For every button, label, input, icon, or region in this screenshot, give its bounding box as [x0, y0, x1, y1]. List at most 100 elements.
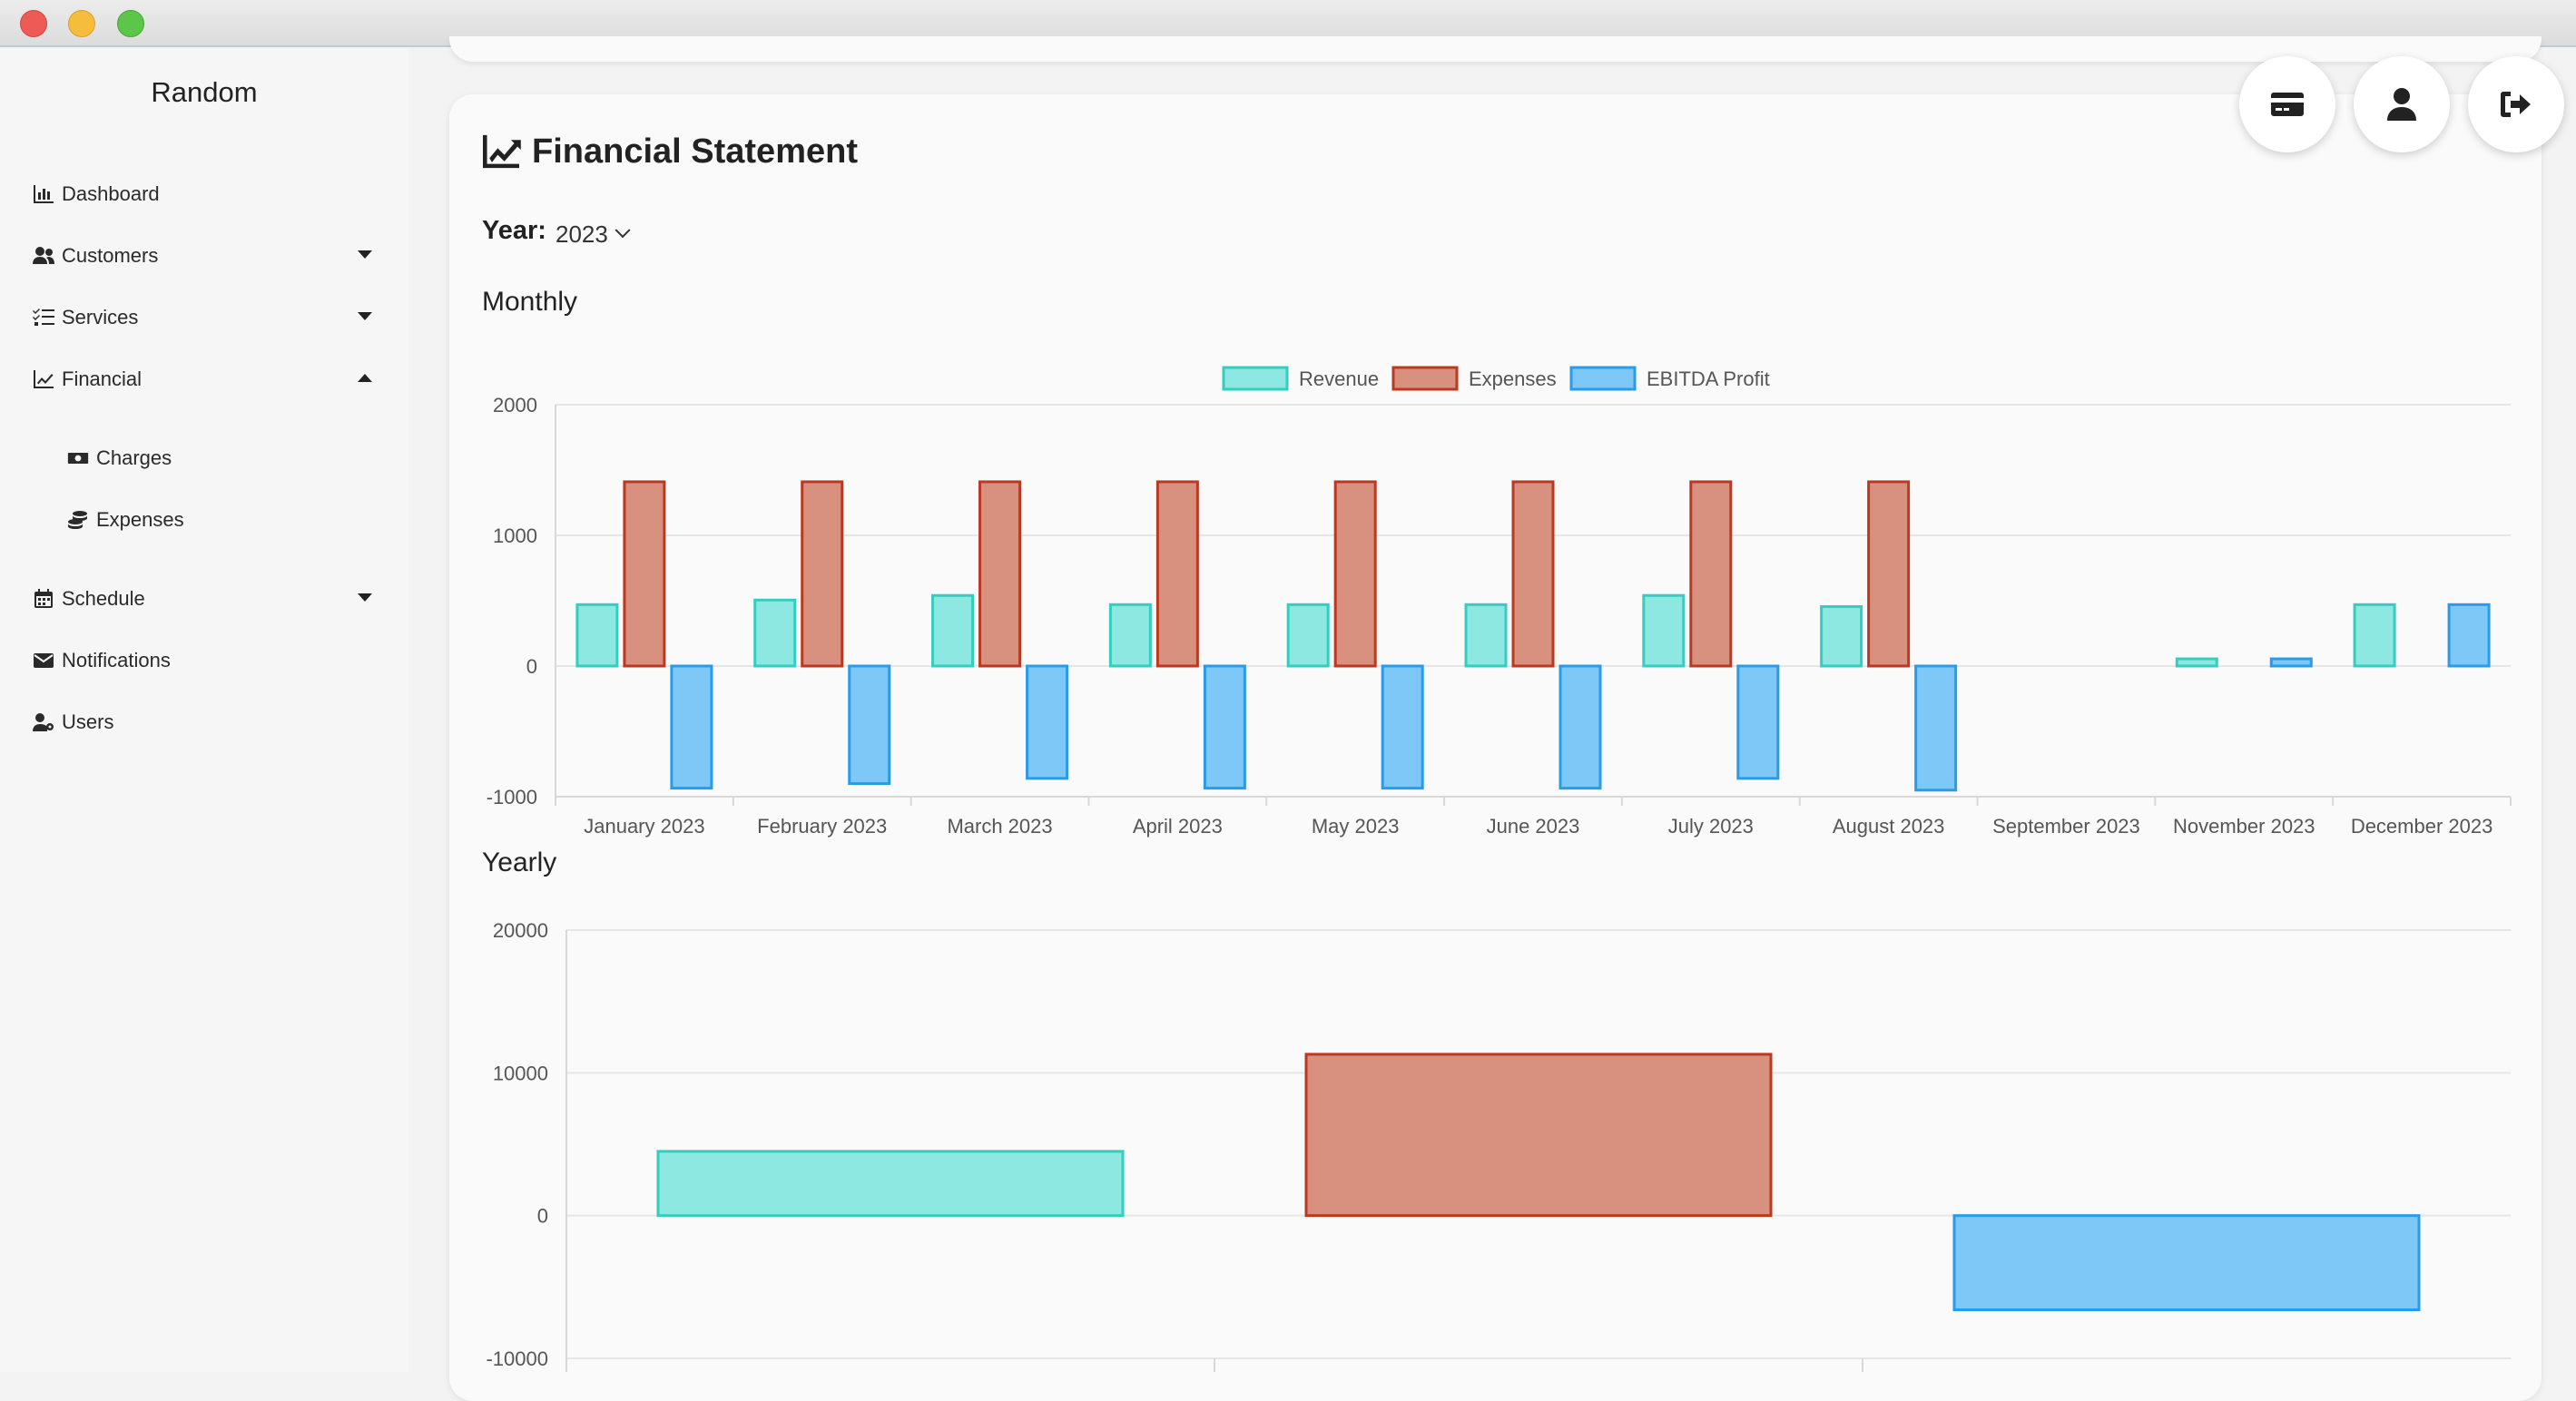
legend-swatch	[1222, 366, 1289, 391]
y-tick-label: -1000	[487, 786, 537, 808]
list-check-icon	[31, 307, 56, 328]
bar-revenue	[1286, 603, 1330, 668]
bar-revenue	[1820, 604, 1863, 668]
sidebar-item-expenses[interactable]: Expenses	[65, 500, 374, 540]
chart-line-icon	[31, 368, 56, 390]
x-tick-label: September 2023	[1992, 815, 2140, 838]
money-bill-icon	[65, 447, 91, 469]
bar-revenue	[931, 593, 975, 668]
chart-line-icon	[483, 134, 521, 169]
monthly-section-title: Monthly	[482, 287, 578, 317]
x-tick-label: May 2023	[1312, 815, 1400, 838]
bar-expenses	[623, 480, 666, 668]
sidebar-item-users[interactable]: Users	[31, 702, 385, 742]
sidebar-item-label: Expenses	[96, 508, 184, 531]
bar-expenses	[1304, 1053, 1773, 1218]
x-tick-label: July 2023	[1668, 815, 1754, 838]
bar-ebitda-profit	[670, 664, 713, 790]
bar-revenue	[1108, 603, 1152, 668]
x-tick-label: February 2023	[757, 815, 887, 838]
brand-title: Random	[151, 76, 258, 108]
sidebar-item-services[interactable]: Services	[31, 298, 385, 338]
x-tick-label: August 2023	[1833, 815, 1945, 838]
sidebar: Random Dashboard Customers Services Fina…	[0, 49, 408, 1372]
bar-revenue	[575, 603, 619, 668]
chevron-down-icon[interactable]	[358, 250, 372, 259]
minimize-window-button[interactable]	[68, 10, 95, 37]
sidebar-item-schedule[interactable]: Schedule	[31, 579, 385, 619]
bar-revenue	[2353, 603, 2396, 668]
bar-expenses	[1333, 480, 1377, 668]
sidebar-item-label: Charges	[96, 446, 172, 469]
bar-ebitda-profit	[2269, 657, 2313, 668]
sidebar-item-label: Schedule	[62, 587, 145, 610]
yearly-bar-chart: 20000 10000 0 -10000	[486, 919, 2511, 1372]
bar-revenue	[656, 1150, 1125, 1218]
x-tick-label: December 2023	[2351, 815, 2493, 838]
page-title: Financial Statement	[481, 127, 858, 176]
chevron-down-icon[interactable]	[358, 593, 372, 602]
sidebar-item-notifications[interactable]: Notifications	[31, 641, 385, 681]
legend-swatch	[1391, 366, 1459, 391]
bar-ebitda-profit	[1736, 664, 1780, 780]
chevron-up-icon[interactable]	[358, 374, 372, 382]
x-tick-label: January 2023	[584, 815, 704, 838]
legend-label: Revenue	[1299, 367, 1379, 390]
chevron-down-icon[interactable]	[358, 312, 372, 320]
bar-expenses	[801, 480, 844, 668]
sidebar-item-financial[interactable]: Financial	[31, 359, 385, 399]
maximize-window-button[interactable]	[117, 10, 144, 37]
sidebar-item-dashboard[interactable]: Dashboard	[31, 174, 385, 214]
bar-ebitda-profit	[1381, 664, 1424, 790]
bar-revenue	[2175, 657, 2218, 668]
page-title-text: Financial Statement	[532, 132, 858, 171]
sidebar-item-customers[interactable]: Customers	[31, 236, 385, 276]
sidebar-item-label: Users	[62, 710, 114, 733]
sidebar-item-label: Dashboard	[62, 182, 160, 205]
y-tick-label: 2000	[493, 394, 537, 416]
year-label: Year:	[482, 216, 546, 245]
bar-expenses	[1867, 480, 1911, 668]
year-select[interactable]: 2023	[550, 218, 634, 250]
close-window-button[interactable]	[20, 10, 47, 37]
year-select-value: 2023	[556, 220, 608, 248]
credit-card-icon	[2271, 93, 2304, 116]
y-tick-label: 20000	[493, 919, 548, 942]
bar-ebitda-profit	[1558, 664, 1602, 790]
bar-expenses	[1689, 480, 1733, 668]
sidebar-item-label: Services	[62, 306, 139, 328]
bar-expenses	[1511, 480, 1555, 668]
users-icon	[31, 245, 56, 267]
bar-ebitda-profit	[1203, 664, 1246, 790]
yearly-section-title: Yearly	[482, 847, 557, 877]
y-tick-label: 0	[537, 1205, 548, 1228]
sidebar-item-charges[interactable]: Charges	[65, 438, 374, 478]
sidebar-item-label: Customers	[62, 244, 159, 267]
y-tick-label: 1000	[493, 524, 537, 547]
bar-ebitda-profit	[1026, 664, 1069, 780]
bar-revenue	[1464, 603, 1508, 668]
billing-button[interactable]	[2239, 56, 2335, 152]
legend-label: EBITDA Profit	[1647, 367, 1770, 390]
envelope-icon	[31, 650, 56, 671]
sidebar-item-label: Financial	[62, 367, 143, 390]
bar-ebitda-profit	[2447, 603, 2491, 668]
profile-button[interactable]	[2354, 56, 2450, 152]
bar-ebitda-profit	[848, 664, 891, 786]
bar-revenue	[1642, 593, 1686, 668]
monthly-bar-chart: 2000 1000 0 -1000 January 2023 February 2023 M…	[487, 366, 2512, 838]
user-icon	[2387, 88, 2416, 121]
bar-expenses	[1155, 480, 1199, 668]
bar-expenses	[978, 480, 1022, 668]
x-tick-label: November 2023	[2173, 815, 2315, 838]
legend-swatch	[1569, 366, 1637, 391]
x-tick-label: March 2023	[947, 815, 1052, 838]
bar-revenue	[753, 598, 797, 668]
coins-icon	[65, 509, 91, 531]
x-tick-label: June 2023	[1487, 815, 1580, 838]
logout-button[interactable]	[2468, 56, 2564, 152]
bar-ebitda-profit	[1952, 1214, 2421, 1312]
y-tick-label: -10000	[486, 1347, 548, 1370]
calendar-icon	[31, 588, 56, 610]
legend-label: Expenses	[1469, 367, 1557, 390]
